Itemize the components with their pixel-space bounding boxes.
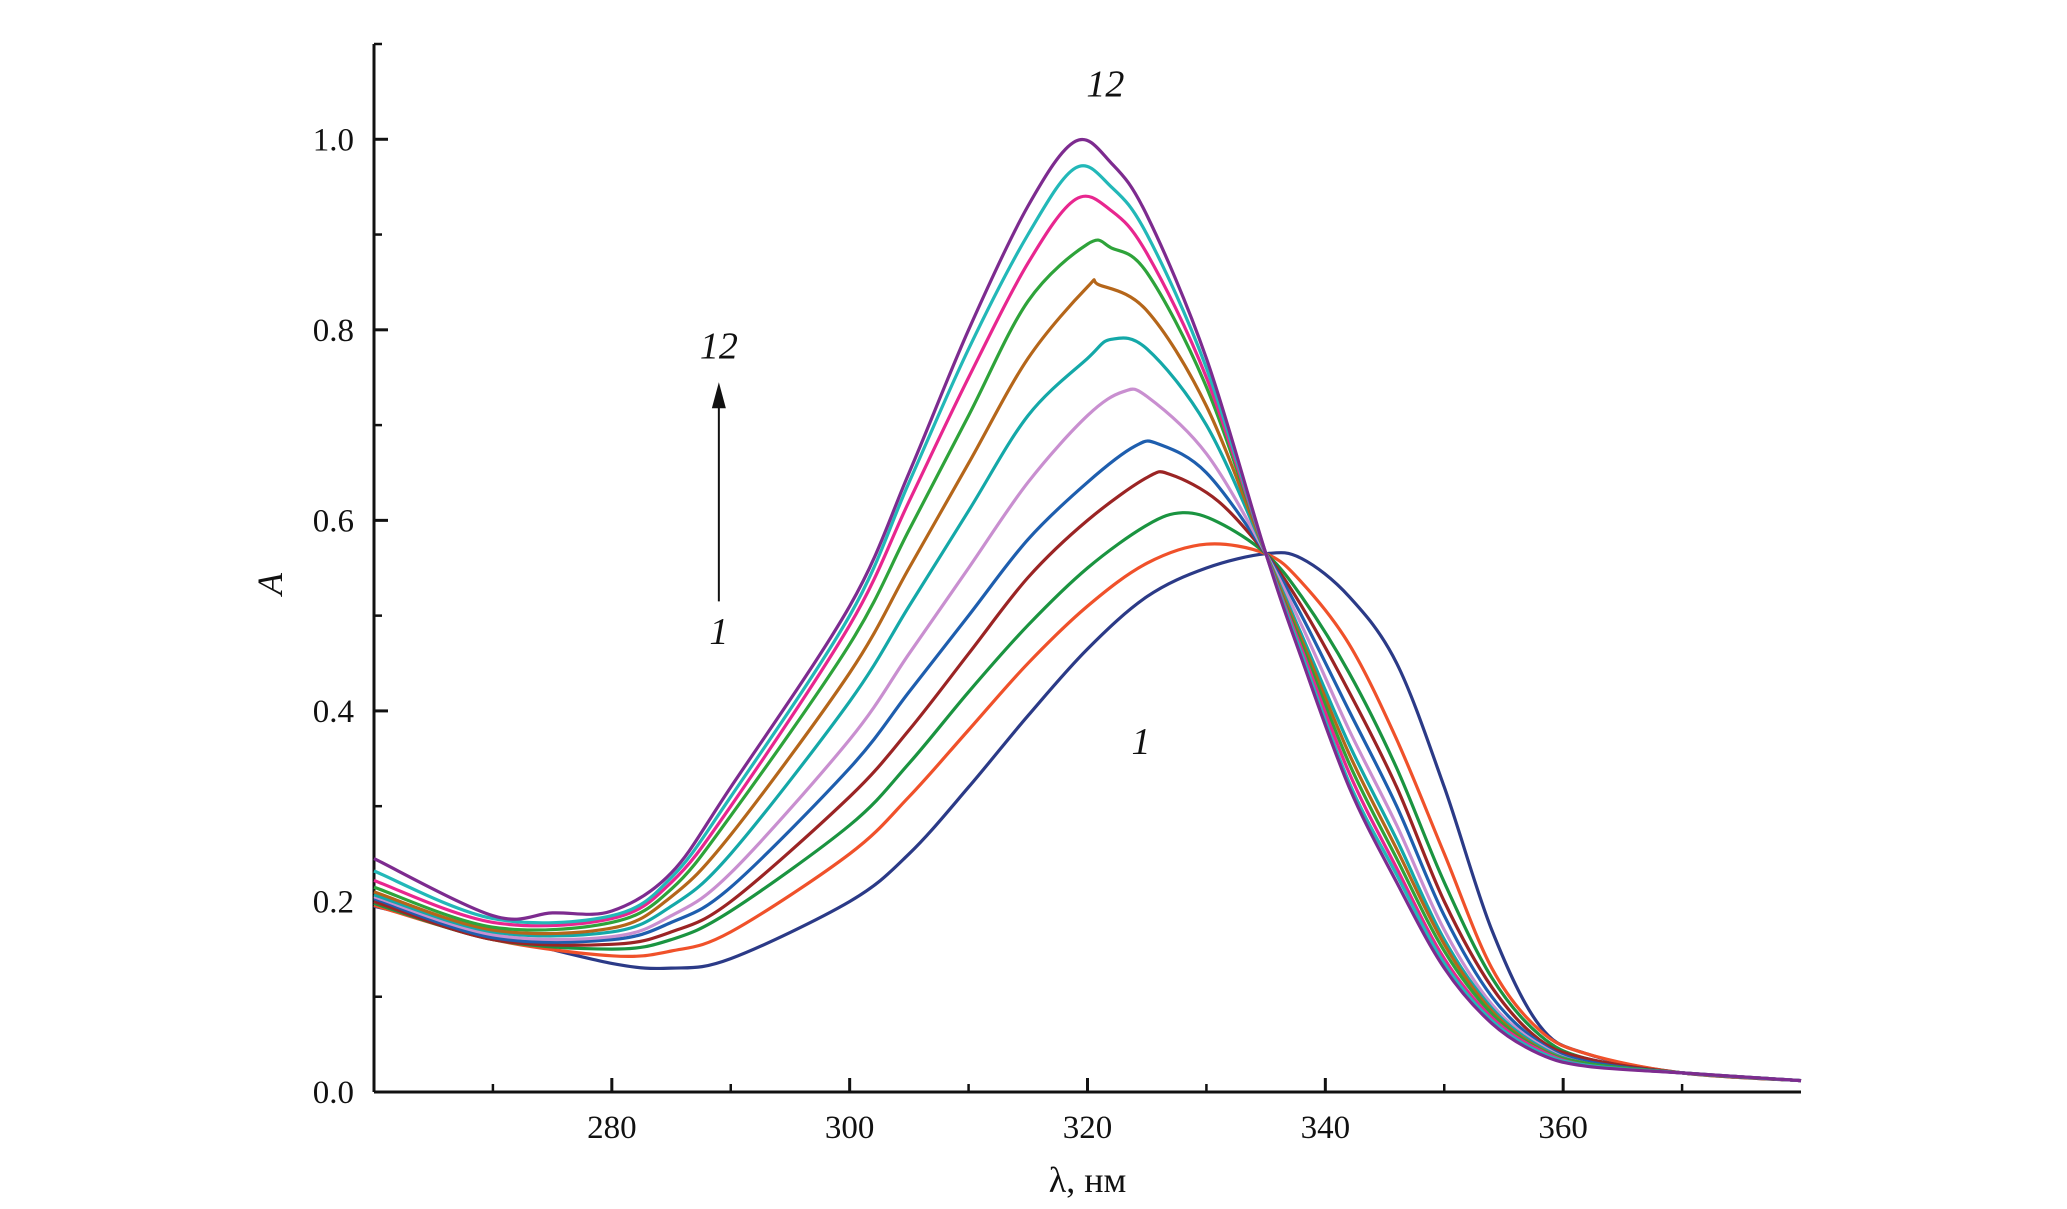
spectrum-curve-10: [373, 194, 1802, 1083]
spectrum-curve-8: [373, 278, 1802, 1083]
x-tick-label: 320: [1063, 1110, 1113, 1146]
spectrum-curve-11: [373, 164, 1802, 1083]
curve-label-label-12-arrow: 12: [700, 325, 738, 367]
y-tick-label: 0.4: [313, 694, 354, 730]
y-tick-label: 0.6: [313, 503, 354, 539]
spectrum-curve-12: [373, 137, 1802, 1083]
x-tick-label: 280: [587, 1110, 637, 1146]
spectrum-curve-7: [373, 336, 1802, 1083]
curve-label-label-1-bottom: 1: [1132, 721, 1151, 763]
arrow-head: [711, 382, 726, 409]
spectrum-curve-6: [373, 387, 1802, 1083]
x-tick-label: 300: [825, 1110, 875, 1146]
spectra-curves: [373, 137, 1802, 1083]
spectrum-curve-5: [373, 439, 1802, 1083]
y-tick-label: 0.8: [313, 313, 354, 349]
y-tick-label: 1.0: [313, 122, 354, 158]
curve-label-label-12-top: 12: [1086, 63, 1124, 105]
y-axis-title: A: [250, 572, 290, 597]
x-tick-label: 360: [1538, 1110, 1588, 1146]
axes: 0.0 0.2 0.4 0.6 0.8 1.0 280 300 320 340 360: [313, 42, 1801, 1146]
y-tick-label: 0.2: [313, 884, 354, 920]
annotations: 12 1 12 1: [700, 63, 1151, 762]
spectrum-curve-2: [373, 542, 1802, 1083]
spectrum-curve-4: [373, 470, 1802, 1083]
spectrum-curve-3: [373, 511, 1802, 1083]
curve-label-label-1-arrow: 1: [709, 611, 728, 653]
y-tick-label: 0.0: [313, 1075, 354, 1111]
x-axis-title: λ, нм: [1049, 1160, 1127, 1200]
spectrum-curve-1: [373, 551, 1802, 1083]
x-tick-label: 340: [1301, 1110, 1351, 1146]
spectrum-curve-9: [373, 238, 1802, 1083]
